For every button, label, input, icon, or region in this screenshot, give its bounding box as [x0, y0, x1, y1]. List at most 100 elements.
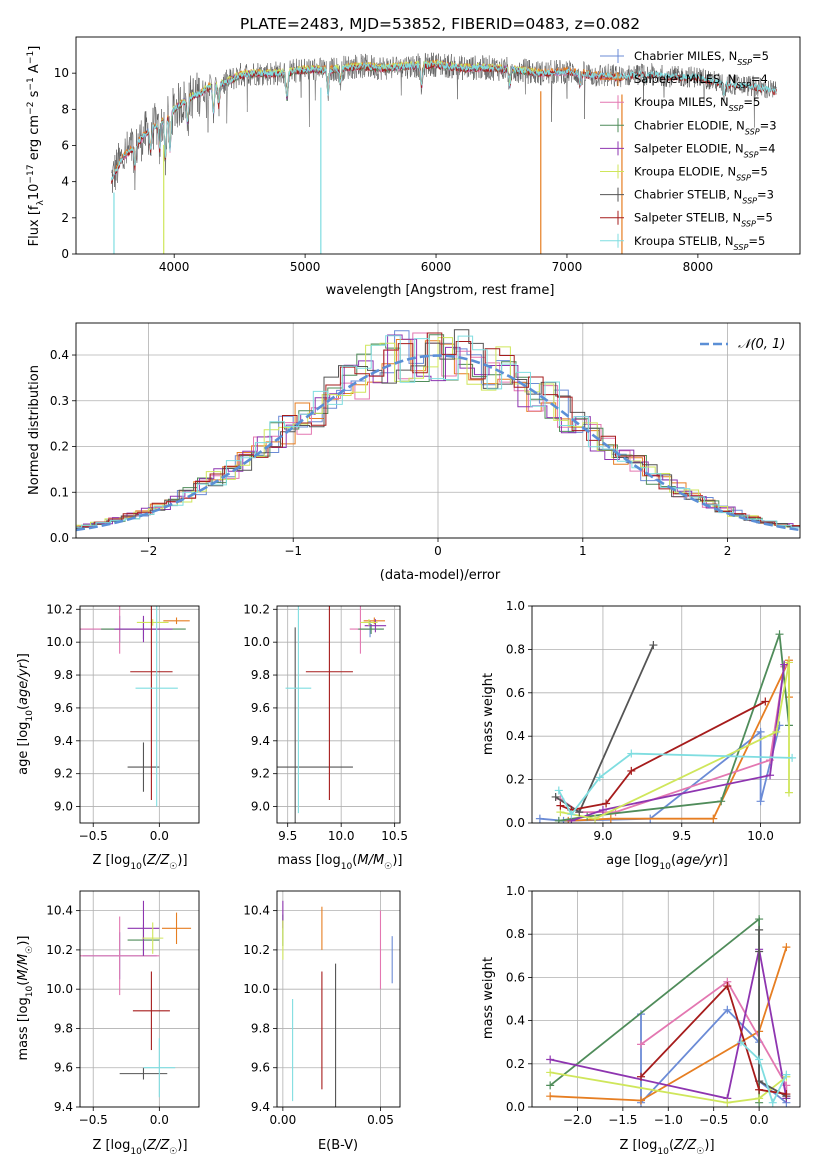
x-axis-label-part: ☉	[169, 1147, 177, 1157]
x-tick-label: −2	[140, 544, 158, 558]
y-tick-label: 10.0	[243, 982, 270, 996]
y-tick-label: 9.0	[251, 800, 270, 814]
y-axis-label-part: A	[27, 64, 42, 77]
y-tick-label: 0.8	[506, 927, 525, 941]
x-axis-label: Z [log10(Z/Z☉)]	[619, 1138, 714, 1157]
legend-label-kroupa-elodie-part: =5	[751, 165, 768, 179]
y-axis-label-part: 10	[27, 184, 42, 201]
legend-label-kroupa-stelib-part: =5	[748, 234, 765, 248]
weight-point-salpeter-elodie	[546, 1055, 554, 1063]
y-tick-label: 0.4	[50, 348, 69, 362]
y-tick-label: 9.8	[54, 668, 73, 682]
y-axis-label-part: M/M	[16, 954, 31, 981]
y-axis-label-part: age [log	[16, 722, 31, 775]
x-axis-label-part: ☉	[169, 862, 177, 872]
y-tick-label: 4	[61, 175, 69, 189]
y-tick-label: 0.6	[506, 970, 525, 984]
weight-point-chabrier-stelib	[755, 926, 763, 934]
x-tick-label: −1.0	[654, 1113, 683, 1127]
legend-label-kroupa-stelib-part: Kroupa STELIB, N	[634, 234, 734, 248]
y-tick-label: 9.4	[251, 734, 270, 748]
y-axis-label-part: s	[27, 90, 42, 101]
y-tick-label: 0.1	[50, 485, 69, 499]
x-axis-label-part: Z [log	[619, 1138, 657, 1153]
x-axis-label-part: Z/Z	[146, 853, 170, 868]
plot-area	[62, 330, 819, 530]
legend-label-chabrier-miles-part: =5	[752, 49, 769, 63]
legend-label-kroupa-elodie-part: Kroupa ELODIE, N	[634, 165, 736, 179]
weight-point-chabrier-stelib	[755, 947, 763, 955]
x-axis-label-part: )]	[392, 853, 402, 868]
y-tick-label: 9.6	[54, 701, 73, 715]
y-tick-label: 10.2	[243, 602, 270, 616]
weight-point-salpeter-miles	[546, 1092, 554, 1100]
legend-label-kroupa-miles-part: Kroupa MILES, N	[634, 95, 729, 109]
x-tick-label: −0.5	[699, 1113, 728, 1127]
x-axis-label-part: )]	[718, 853, 728, 868]
x-axis-label-part: 10	[659, 862, 671, 872]
weight-point-chabrier-stelib	[649, 641, 657, 649]
x-axis-label: Z [log10(Z/Z☉)]	[92, 853, 187, 872]
x-tick-label: 0.00	[269, 1113, 296, 1127]
x-axis-label-part: 10	[657, 1147, 669, 1157]
legend-label-kroupa-stelib-part: SSP	[734, 242, 749, 251]
x-axis-label-part: 10	[130, 1147, 142, 1157]
x-tick-label: 7000	[552, 260, 583, 274]
y-axis-label-part: age/yr	[16, 662, 31, 705]
weight-point-chabrier-elodie	[717, 797, 725, 805]
y-axis-label: age [log10(age/yr)]	[16, 653, 35, 775]
legend-label-salpeter-elodie-part: SSP	[744, 150, 759, 159]
x-tick-label: −1.5	[608, 1113, 637, 1127]
x-tick-label: 5000	[290, 260, 321, 274]
y-tick-label: 9.8	[54, 1021, 73, 1035]
y-tick-label: 2	[61, 211, 69, 225]
weight-point-chabrier-miles	[757, 797, 765, 805]
spectrum-line-salpeter-miles	[114, 60, 620, 172]
x-tick-label: 0.05	[367, 1113, 394, 1127]
legend-label-kroupa-elodie: Kroupa ELODIE, NSSP=5	[634, 165, 768, 183]
legend-label-salpeter-miles-part: SSP	[736, 81, 751, 90]
x-tick-label: 1	[579, 544, 587, 558]
figure-title: PLATE=2483, MJD=53852, FIBERID=0483, z=0…	[240, 15, 640, 33]
y-axis-label-part: Flux [f	[27, 205, 42, 246]
legend-label-salpeter-stelib-part: SSP	[741, 219, 756, 228]
y-tick-label: 10.0	[243, 635, 270, 649]
y-tick-label: 0.2	[506, 1057, 525, 1071]
legend-label-kroupa-miles-part: =5	[743, 95, 760, 109]
y-tick-label: 9.6	[251, 701, 270, 715]
y-tick-label: 0.0	[50, 531, 69, 545]
legend-label-kroupa-stelib: Kroupa STELIB, NSSP=5	[634, 234, 765, 252]
x-axis-label: mass [log10(M/M☉)]	[278, 853, 403, 872]
y-tick-label: 0.8	[506, 642, 525, 656]
y-axis-label-part: −1	[26, 51, 36, 64]
y-axis-label: Normed distribution	[27, 365, 42, 495]
y-axis-label-part: 10	[25, 986, 35, 998]
y-tick-label: 9.8	[251, 668, 270, 682]
x-axis-label-part: )]	[177, 1138, 187, 1153]
y-axis-label: mass weight	[481, 673, 496, 755]
legend-label-salpeter-elodie-part: Salpeter ELODIE, N	[634, 141, 744, 155]
x-tick-label: 2	[724, 544, 732, 558]
y-tick-label: 0.4	[506, 1014, 525, 1028]
x-axis-label: E(B-V)	[318, 1138, 358, 1153]
x-tick-label: 9.5	[672, 829, 691, 843]
legend-label-salpeter-elodie: Salpeter ELODIE, NSSP=4	[634, 141, 775, 159]
weight-point-kroupa-stelib	[769, 1099, 777, 1107]
y-tick-label: 1.0	[506, 884, 525, 898]
legend-label-chabrier-stelib-part: =3	[757, 188, 774, 202]
x-tick-label: −1	[284, 544, 302, 558]
x-axis-label-part: M/M	[357, 853, 384, 868]
x-tick-label: 6000	[421, 260, 452, 274]
x-tick-label: 10.5	[381, 829, 408, 843]
weight-point-chabrier-elodie	[555, 817, 563, 825]
legend-label-salpeter-miles: Salpeter MILES, NSSP=4	[634, 72, 768, 90]
x-tick-label: 0	[434, 544, 442, 558]
weight-point-salpeter-miles	[782, 943, 790, 951]
x-axis-label-part: )]	[177, 853, 187, 868]
x-axis-label: Z [log10(Z/Z☉)]	[92, 1138, 187, 1157]
